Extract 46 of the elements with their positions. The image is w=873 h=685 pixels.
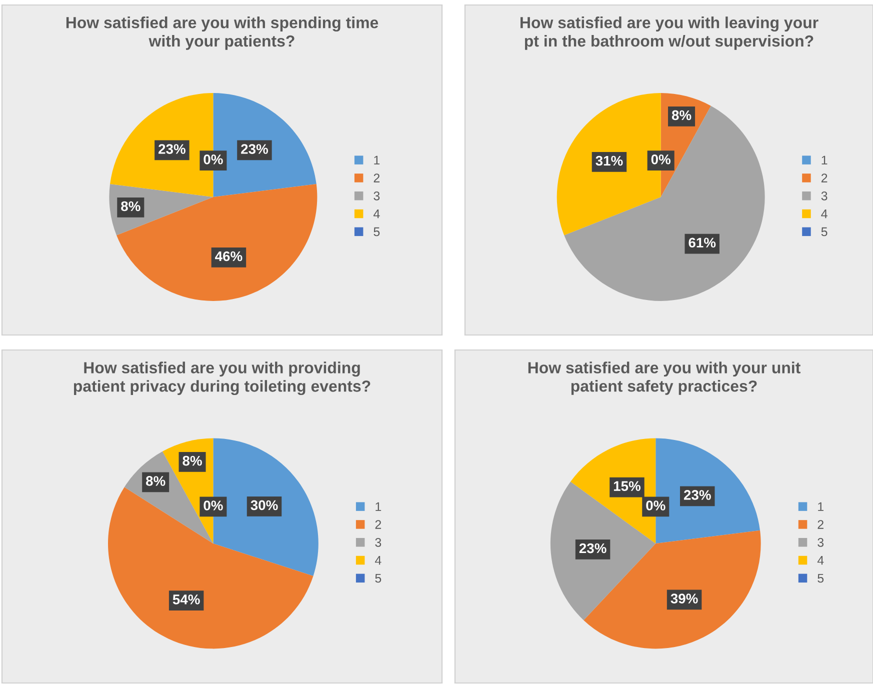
legend-label: 4 (817, 556, 824, 565)
legend-label: 2 (818, 520, 824, 529)
pie-slice (116, 184, 318, 301)
text: 0% (204, 500, 223, 510)
data-label: 46% (215, 251, 242, 262)
legend-label: 3 (375, 538, 382, 547)
legend-label: 3 (374, 192, 380, 200)
data-label: 8% (146, 476, 166, 486)
legend-label: 5 (818, 574, 824, 583)
legend-label: 4 (373, 210, 380, 218)
data-label: 23% (579, 543, 606, 554)
legend-label: 2 (375, 520, 382, 529)
legend-label: 1 (376, 502, 382, 511)
chart-title: How satisfied are you with spending time with your patients? (66, 16, 378, 50)
chart-title: How satisfied are you with leaving your pt in the bathroom w/out supervision? (520, 16, 818, 50)
data-label: 8% (182, 456, 202, 466)
pie-slice (108, 487, 314, 649)
pie-slice (564, 106, 765, 301)
data-label: 23% (241, 144, 268, 154)
data-label: 61% (688, 238, 716, 248)
data-label: 8% (672, 110, 692, 120)
data-label: 23% (158, 144, 186, 154)
legend-label: 4 (374, 556, 382, 565)
text: 0% (204, 154, 223, 164)
data-label: 31% (596, 156, 623, 166)
data-label: 23% (684, 490, 711, 500)
text: 0% (646, 500, 666, 510)
legend-label: 5 (374, 227, 380, 236)
legend-label: 1 (374, 156, 380, 164)
legend-label: 3 (818, 538, 824, 547)
legend-label: 2 (374, 174, 380, 182)
legend-label: 5 (821, 227, 828, 236)
text: 0% (651, 154, 671, 164)
data-label: 39% (670, 594, 698, 604)
data-label: 54% (172, 594, 200, 604)
legend-label: 3 (821, 192, 828, 200)
legend-label: 5 (375, 574, 382, 583)
data-label: 30% (250, 500, 278, 510)
data-label: 15% (614, 481, 641, 491)
legend-label: 1 (822, 156, 828, 164)
legend-label: 1 (818, 502, 824, 511)
legend-label: 2 (821, 174, 828, 182)
chart-title: How satisfied are you with providing patient privacy during toileting events? (74, 362, 370, 396)
legend-label: 4 (821, 210, 828, 218)
data-label: 8% (121, 201, 140, 212)
chart-title: How satisfied are you with your unit patient safety practices? (528, 362, 800, 395)
